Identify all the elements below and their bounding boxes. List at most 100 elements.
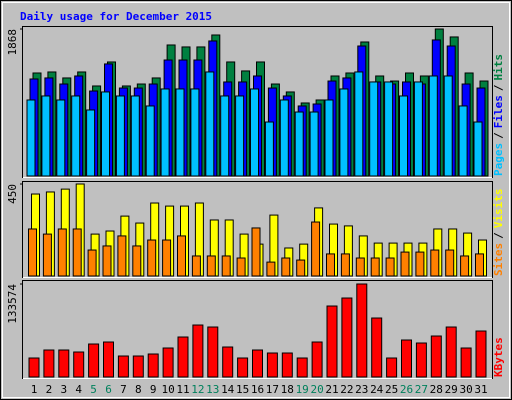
bar bbox=[162, 239, 172, 277]
x-tick-label: 8 bbox=[135, 383, 142, 396]
x-tick-label: 28 bbox=[430, 383, 443, 396]
bar bbox=[473, 121, 483, 177]
bar bbox=[296, 357, 308, 378]
bar bbox=[130, 95, 140, 177]
bar bbox=[369, 81, 379, 177]
x-tick-label: 7 bbox=[120, 383, 127, 396]
bar bbox=[264, 121, 274, 177]
x-tick-label: 14 bbox=[221, 383, 235, 396]
x-tick-label: 12 bbox=[191, 383, 204, 396]
bar bbox=[356, 283, 368, 378]
legend-entry: KBytes bbox=[492, 337, 505, 377]
bar bbox=[294, 111, 304, 177]
x-tick-label: 21 bbox=[325, 383, 338, 396]
x-tick-label: 4 bbox=[75, 383, 82, 396]
x-tick-label: 20 bbox=[310, 383, 323, 396]
bar bbox=[413, 81, 423, 177]
bar bbox=[399, 95, 408, 177]
bar bbox=[71, 95, 81, 177]
legend: Pages / Files / Hits bbox=[492, 54, 505, 176]
x-tick-label: 10 bbox=[161, 383, 174, 396]
bar bbox=[251, 227, 261, 277]
x-tick-label: 9 bbox=[150, 383, 157, 396]
x-tick-label: 5 bbox=[90, 383, 97, 396]
bar bbox=[354, 71, 364, 177]
bar bbox=[430, 249, 440, 277]
bar bbox=[445, 249, 455, 277]
y-tick-label: 450 bbox=[6, 184, 19, 204]
legend: Sites / Visits bbox=[492, 189, 505, 277]
bar bbox=[324, 99, 334, 177]
bar bbox=[132, 355, 144, 378]
x-tick-label: 17 bbox=[266, 383, 279, 396]
bar bbox=[235, 95, 245, 177]
bar bbox=[43, 349, 55, 378]
bar bbox=[86, 109, 96, 177]
bar bbox=[458, 105, 468, 177]
bar bbox=[177, 235, 186, 277]
bar bbox=[147, 239, 157, 277]
bar bbox=[207, 326, 219, 378]
bar bbox=[115, 95, 125, 177]
bar bbox=[445, 326, 457, 378]
bar bbox=[191, 255, 201, 277]
bar bbox=[147, 353, 159, 378]
bar bbox=[339, 88, 349, 177]
legend-entry: Files bbox=[492, 95, 505, 128]
bar bbox=[28, 228, 37, 277]
bar bbox=[41, 95, 51, 177]
x-tick-label: 22 bbox=[340, 383, 353, 396]
bar bbox=[132, 245, 142, 277]
bar bbox=[475, 330, 487, 378]
bar bbox=[311, 341, 323, 378]
bar bbox=[162, 347, 174, 378]
bar bbox=[296, 259, 306, 277]
bar bbox=[72, 228, 82, 277]
bar bbox=[281, 352, 293, 378]
bar bbox=[386, 357, 398, 378]
bar bbox=[385, 257, 395, 277]
bar bbox=[401, 339, 412, 378]
bar bbox=[117, 235, 127, 277]
bar bbox=[370, 257, 380, 277]
x-tick-label: 6 bbox=[105, 383, 112, 396]
bar bbox=[205, 71, 215, 177]
x-tick-label: 27 bbox=[415, 383, 428, 396]
bar bbox=[56, 99, 66, 177]
bar bbox=[192, 324, 204, 378]
legend-separator: / bbox=[492, 84, 505, 91]
bar bbox=[237, 357, 249, 378]
x-tick-label: 3 bbox=[60, 383, 67, 396]
legend-entry: Visits bbox=[492, 189, 505, 229]
x-tick-label: 29 bbox=[445, 383, 458, 396]
bar bbox=[42, 233, 52, 277]
bar bbox=[117, 355, 129, 378]
bar bbox=[430, 335, 442, 378]
bar bbox=[326, 253, 335, 277]
bar bbox=[266, 261, 276, 277]
x-tick-label: 18 bbox=[281, 383, 294, 396]
bar bbox=[236, 257, 246, 277]
bar bbox=[281, 257, 291, 277]
bar bbox=[73, 351, 85, 378]
y-tick-label: 1868 bbox=[6, 29, 19, 56]
y-tick-label: 133574 bbox=[6, 284, 19, 324]
bar bbox=[102, 245, 112, 277]
x-tick-label: 30 bbox=[459, 383, 472, 396]
bar bbox=[145, 105, 155, 177]
legend: KBytes bbox=[492, 337, 505, 377]
bar bbox=[311, 221, 321, 277]
x-tick-label: 31 bbox=[474, 383, 487, 396]
bar bbox=[177, 336, 189, 378]
legend-separator: / bbox=[492, 232, 505, 239]
x-tick-label: 26 bbox=[400, 383, 413, 396]
legend-separator: / bbox=[492, 132, 505, 139]
bar bbox=[475, 253, 484, 277]
bar bbox=[58, 349, 70, 378]
bar bbox=[28, 357, 40, 378]
bar bbox=[415, 342, 427, 378]
bar bbox=[460, 255, 470, 277]
x-tick-label: 25 bbox=[385, 383, 398, 396]
